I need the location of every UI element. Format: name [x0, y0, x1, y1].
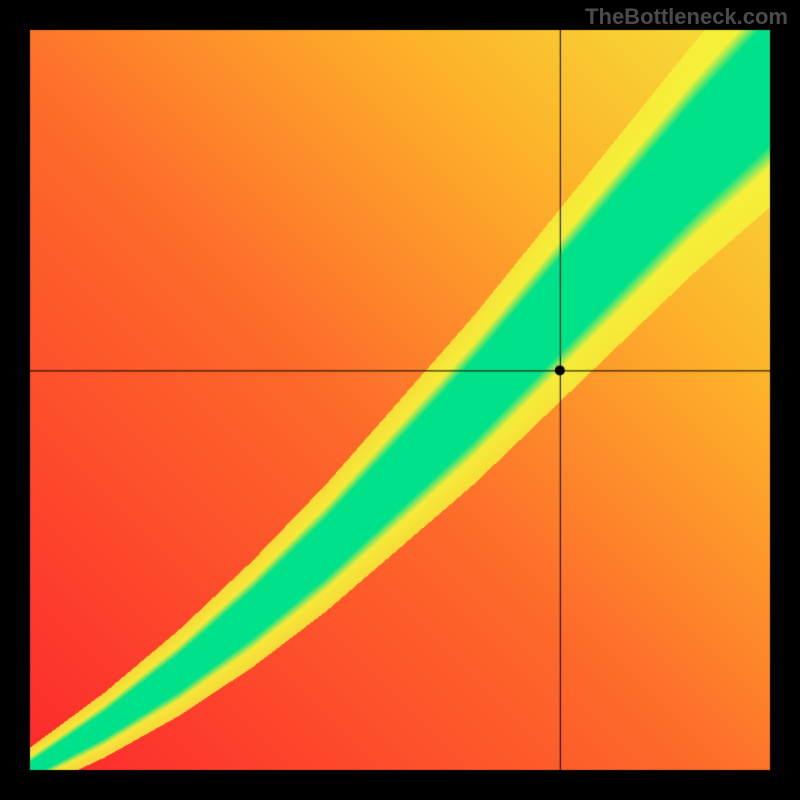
chart-container: TheBottleneck.com	[0, 0, 800, 800]
heatmap-canvas	[0, 0, 800, 800]
watermark-text: TheBottleneck.com	[585, 4, 788, 30]
